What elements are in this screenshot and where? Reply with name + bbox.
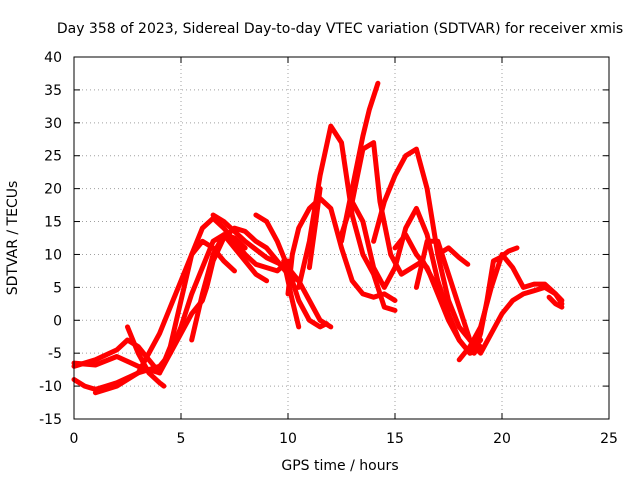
grid [74,57,609,419]
y-tick-label: -5 [48,346,62,362]
plot-frame [73,56,610,420]
x-tick-label: 10 [279,431,297,447]
y-tick-label: 0 [53,313,62,329]
y-tick-label: 35 [44,83,62,99]
x-tick-label: 20 [493,431,511,447]
series-12 [306,186,323,271]
series-16 [371,146,484,350]
series-9 [285,196,398,303]
chart-title: Day 358 of 2023, Sidereal Day-to-day VTE… [57,21,623,37]
series-group [71,80,565,396]
x-tick-label: 25 [600,431,618,447]
y-tick-label: 30 [44,116,62,132]
x-tick-label: 15 [386,431,404,447]
y-tick-label: -10 [39,379,62,395]
y-tick-label: 10 [44,247,62,263]
series-14 [339,80,381,244]
series-19 [435,245,471,267]
series-21 [471,245,520,356]
x-tick-label: 5 [177,431,186,447]
series-11 [296,123,398,313]
y-tick-label: 25 [44,149,62,165]
y-axis-label: SDTVAR / TECUs [5,181,21,296]
y-tick-label: 40 [44,50,62,66]
series-20 [456,252,565,363]
y-tick-label: -15 [39,412,62,428]
series-22 [546,294,565,310]
series-1 [71,215,291,376]
y-tick-label: 20 [44,182,62,198]
y-tick-label: 5 [53,280,62,296]
series-5 [125,324,167,389]
x-tick-label: 0 [70,431,79,447]
series-8 [253,212,329,330]
x-axis-label: GPS time / hours [281,458,398,474]
series-10 [281,258,302,330]
series-6 [189,232,270,343]
y-tick-label: 15 [44,215,62,231]
